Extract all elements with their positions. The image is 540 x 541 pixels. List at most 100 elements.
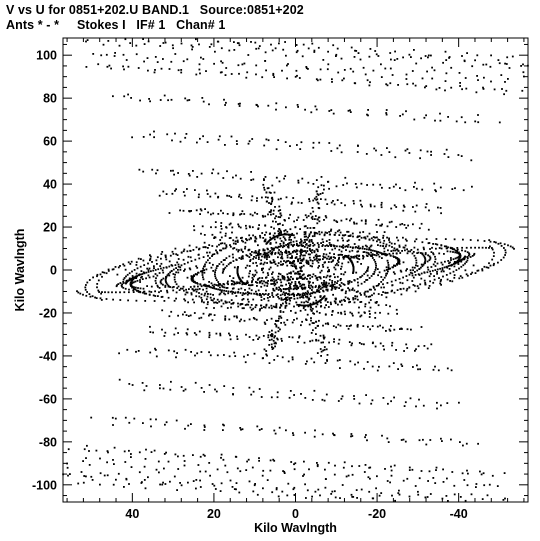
uv-point (332, 432, 334, 435)
uv-point (255, 64, 258, 67)
uv-point (177, 172, 179, 174)
uv-point (118, 44, 121, 47)
uv-point (305, 66, 308, 68)
uv-point (323, 256, 325, 259)
uv-point (439, 267, 441, 270)
uv-point (445, 245, 448, 248)
uv-point (99, 483, 101, 486)
uv-point (281, 284, 284, 287)
uv-point (492, 255, 495, 257)
uv-point (319, 295, 322, 297)
uv-point (247, 275, 250, 278)
uv-point (241, 307, 244, 310)
uv-point (272, 347, 275, 349)
uv-point (162, 266, 165, 269)
uv-point (333, 233, 336, 236)
uv-point (395, 257, 397, 260)
uv-point (527, 64, 529, 67)
uv-point (440, 244, 443, 246)
uv-point (332, 44, 335, 47)
uv-point (195, 265, 198, 268)
uv-point (89, 295, 92, 298)
uv-point (211, 319, 214, 322)
uv-point (157, 268, 160, 271)
uv-point (415, 238, 418, 241)
uv-point (238, 44, 241, 47)
uv-point (279, 212, 282, 215)
uv-point (340, 278, 342, 280)
uv-point (291, 234, 294, 236)
uv-point (153, 300, 156, 302)
uv-point (452, 270, 455, 273)
uv-point (280, 290, 282, 293)
uv-point (208, 314, 210, 317)
uv-point (289, 228, 292, 231)
uv-point (123, 486, 125, 488)
uv-point (387, 268, 390, 271)
uv-point (326, 266, 329, 269)
uv-point (237, 302, 239, 305)
uv-point (315, 78, 318, 81)
uv-point (287, 293, 290, 295)
uv-point (385, 83, 388, 86)
uv-point (246, 303, 248, 306)
uv-point (338, 253, 341, 256)
uv-point (351, 287, 354, 290)
uv-point (503, 243, 506, 246)
uv-point (256, 197, 258, 200)
uv-point (477, 79, 479, 81)
uv-point (193, 275, 195, 277)
uv-point (248, 480, 251, 483)
uv-point (262, 487, 264, 490)
uv-point (359, 58, 362, 61)
uv-point (333, 473, 336, 476)
uv-point (313, 51, 316, 53)
y-tick-label: 20 (43, 221, 57, 235)
uv-point (436, 243, 439, 246)
uv-point (182, 209, 185, 212)
uv-point (274, 47, 277, 50)
uv-point (400, 363, 403, 366)
uv-point (273, 227, 275, 230)
uv-point (211, 245, 214, 247)
uv-point (271, 247, 274, 250)
uv-point (342, 244, 345, 247)
uv-point (389, 481, 391, 484)
uv-point (290, 241, 292, 244)
uv-point (409, 397, 412, 400)
uv-point (227, 292, 230, 295)
uv-point (498, 121, 501, 124)
uv-point (442, 275, 444, 278)
uv-point (203, 294, 206, 297)
uv-point (232, 247, 234, 250)
uv-point (286, 260, 288, 263)
uv-point (274, 217, 276, 220)
uv-point (273, 289, 276, 292)
uv-point (320, 341, 323, 344)
uv-point (346, 246, 349, 248)
uv-point (164, 256, 167, 259)
uv-point (407, 250, 410, 253)
uv-point (316, 303, 319, 306)
uv-point (138, 471, 141, 474)
uv-point (304, 276, 307, 279)
uv-point (283, 472, 286, 474)
uv-point (337, 71, 340, 74)
uv-point (221, 284, 223, 287)
uv-point (147, 40, 150, 43)
uv-point (266, 354, 268, 357)
uv-point (322, 349, 325, 352)
uv-point (338, 245, 341, 248)
uv-point (111, 416, 114, 419)
uv-point (302, 475, 304, 477)
uv-point (281, 233, 284, 236)
uv-point (156, 284, 159, 287)
uv-point (300, 243, 303, 246)
uv-point (264, 60, 266, 62)
uv-point (367, 476, 370, 479)
uv-point (491, 258, 494, 261)
uv-point (303, 277, 305, 280)
uv-point (323, 276, 325, 278)
uv-point (182, 285, 185, 288)
uv-point (241, 63, 244, 66)
